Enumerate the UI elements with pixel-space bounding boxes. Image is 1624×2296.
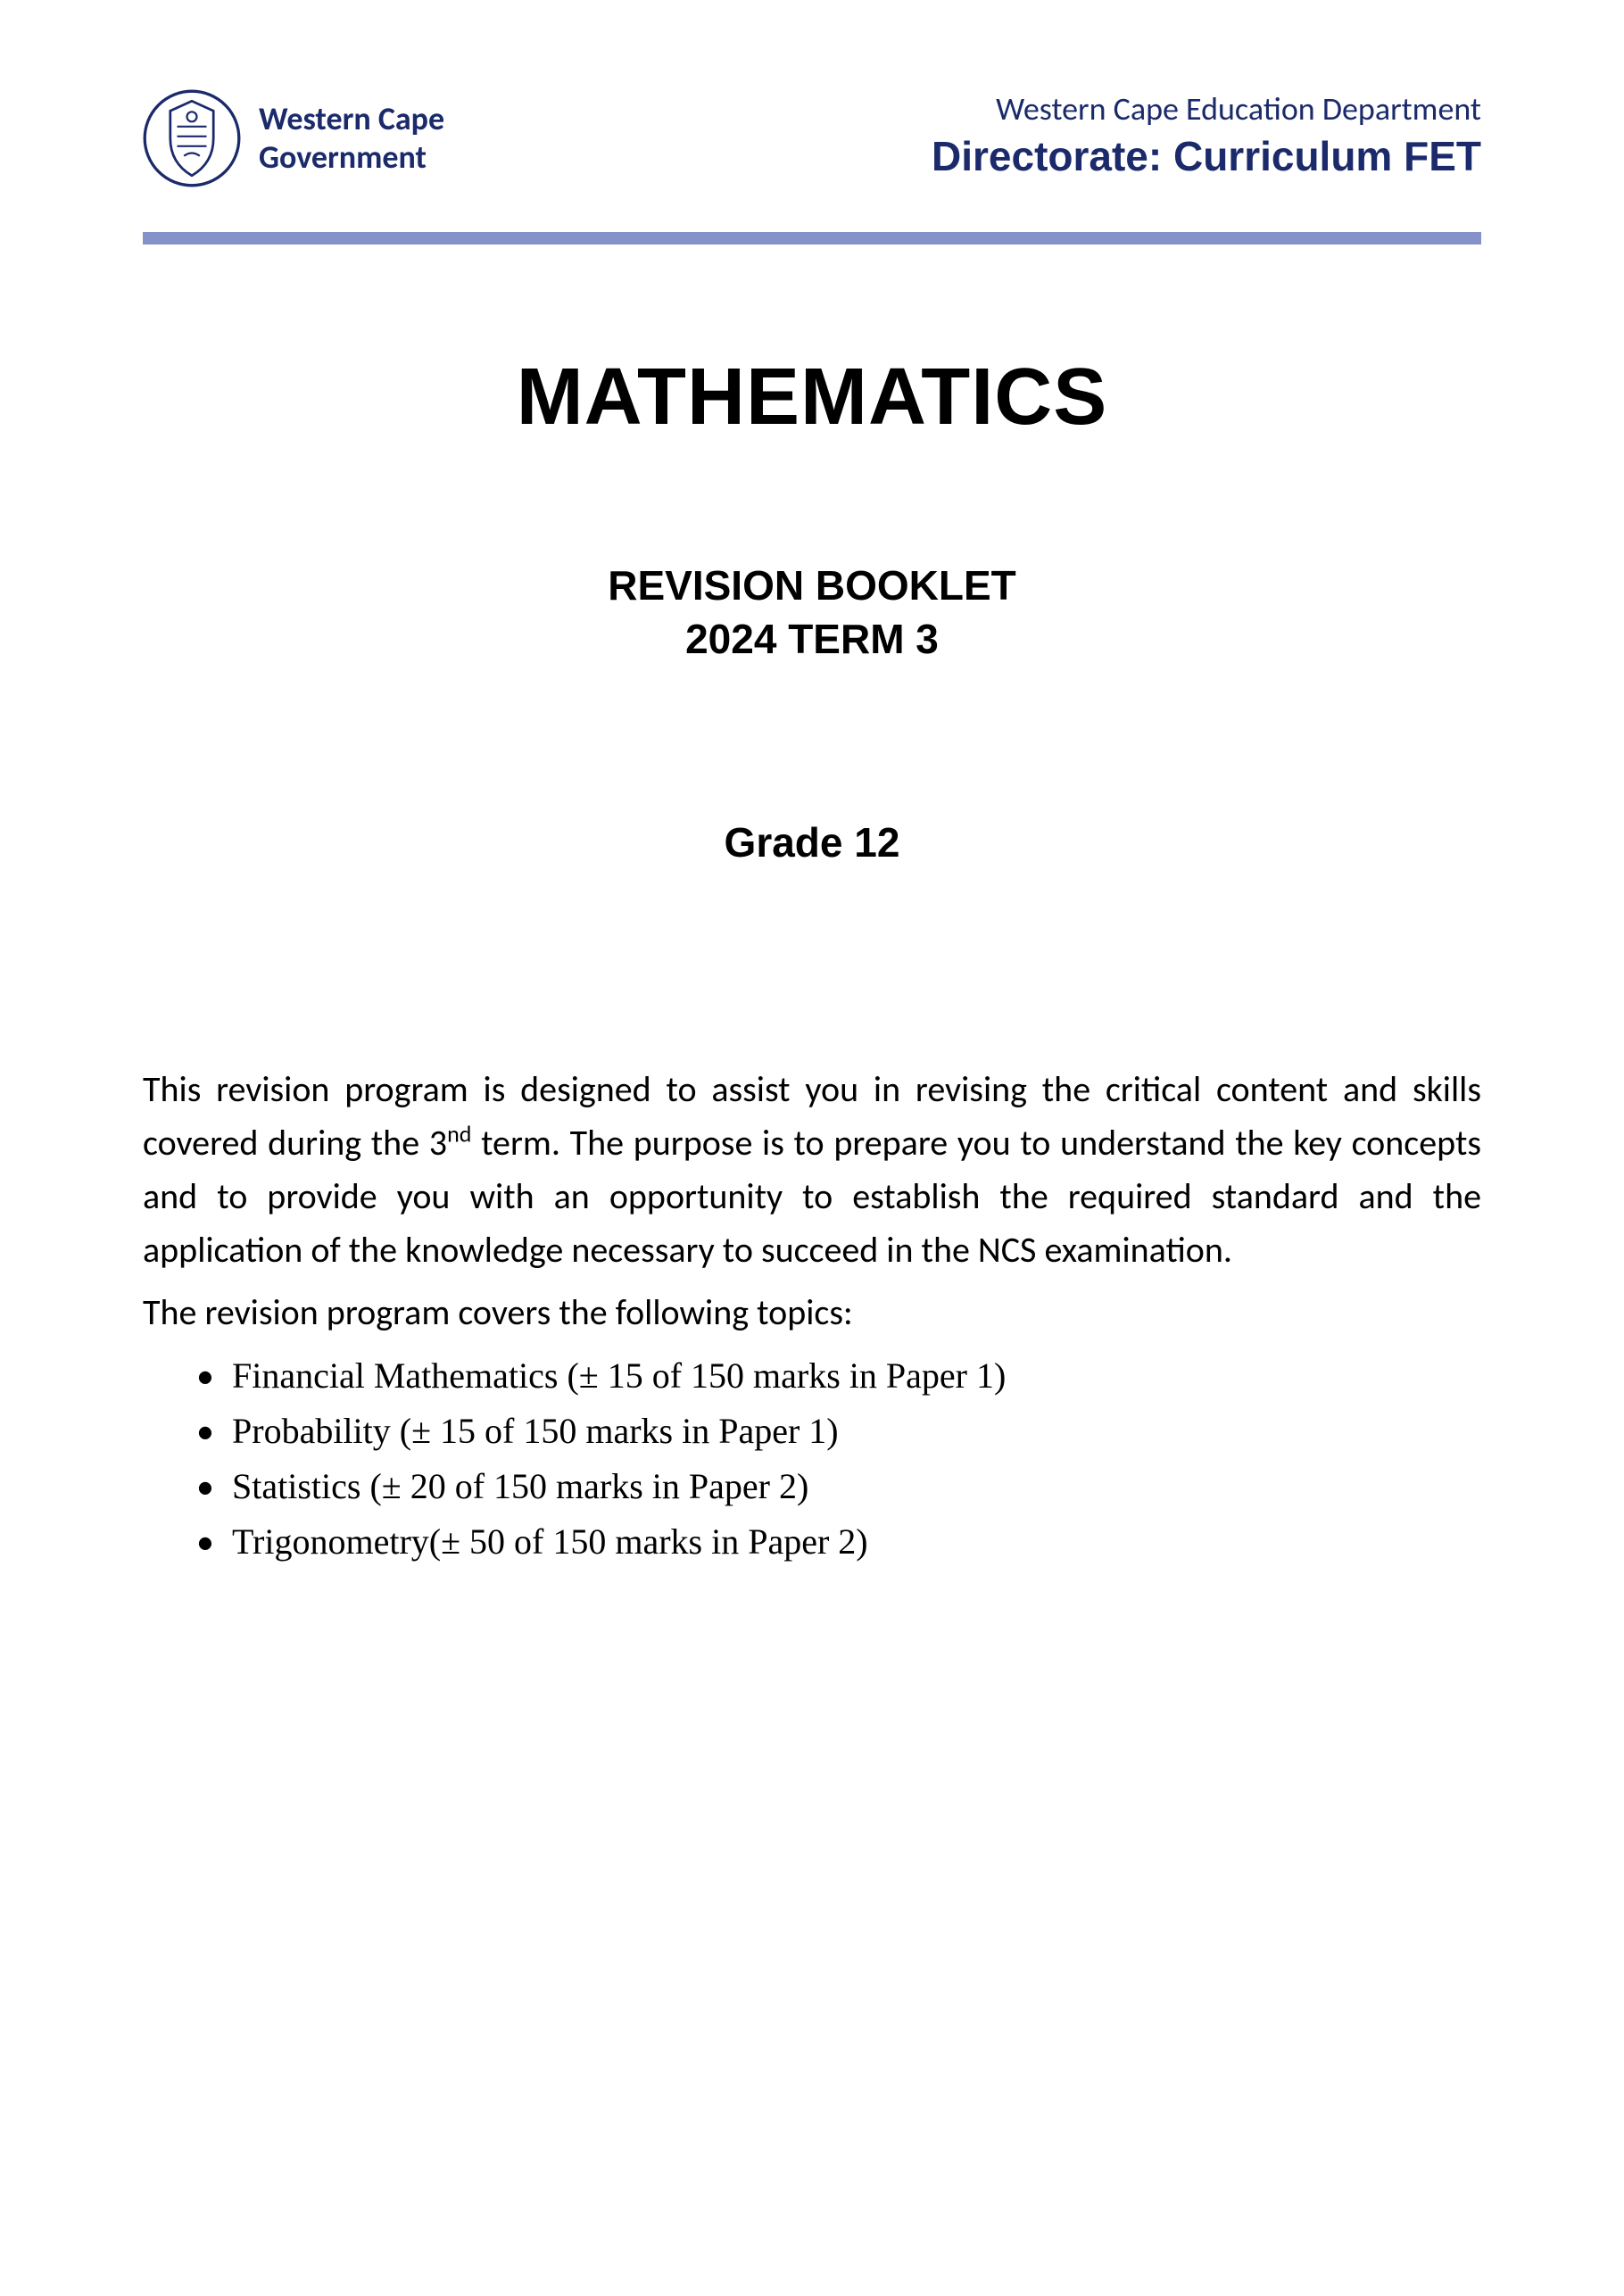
directorate-name: Directorate: Curriculum FET	[932, 132, 1481, 180]
department-name: Western Cape Education Department	[932, 89, 1481, 128]
logo-text: Western Cape Government	[259, 100, 444, 177]
subtitle-block: REVISION BOOKLET 2024 TERM 3	[143, 559, 1481, 667]
topics-list: Financial Mathematics (± 15 of 150 marks…	[143, 1348, 1481, 1570]
list-item: Financial Mathematics (± 15 of 150 marks…	[196, 1348, 1481, 1404]
logo-line1: Western Cape	[259, 100, 444, 138]
topic-label: Statistics (± 20 of 150 marks in Paper 2…	[232, 1466, 808, 1506]
list-item: Trigonometry(± 50 of 150 marks in Paper …	[196, 1514, 1481, 1570]
list-item: Statistics (± 20 of 150 marks in Paper 2…	[196, 1459, 1481, 1514]
list-item: Probability (± 15 of 150 marks in Paper …	[196, 1404, 1481, 1459]
topic-label: Trigonometry(± 50 of 150 marks in Paper …	[232, 1521, 868, 1562]
logo-block: Western Cape Government	[143, 89, 444, 187]
subtitle-line2: 2024 TERM 3	[143, 613, 1481, 667]
grade-heading: Grade 12	[143, 818, 1481, 866]
subtitle-line1: REVISION BOOKLET	[143, 559, 1481, 613]
header: Western Cape Government Western Cape Edu…	[143, 89, 1481, 187]
topic-label: Probability (± 15 of 150 marks in Paper …	[232, 1411, 839, 1451]
logo-line2: Government	[259, 138, 444, 177]
topics-intro: The revision program covers the followin…	[143, 1286, 1481, 1339]
divider-bar	[143, 232, 1481, 245]
page-title: MATHEMATICS	[143, 352, 1481, 443]
topic-label: Financial Mathematics (± 15 of 150 marks…	[232, 1355, 1006, 1396]
intro-superscript: nd	[447, 1119, 471, 1148]
department-block: Western Cape Education Department Direct…	[932, 89, 1481, 180]
intro-paragraph: This revision program is designed to ass…	[143, 1063, 1481, 1277]
crest-icon	[143, 89, 241, 187]
